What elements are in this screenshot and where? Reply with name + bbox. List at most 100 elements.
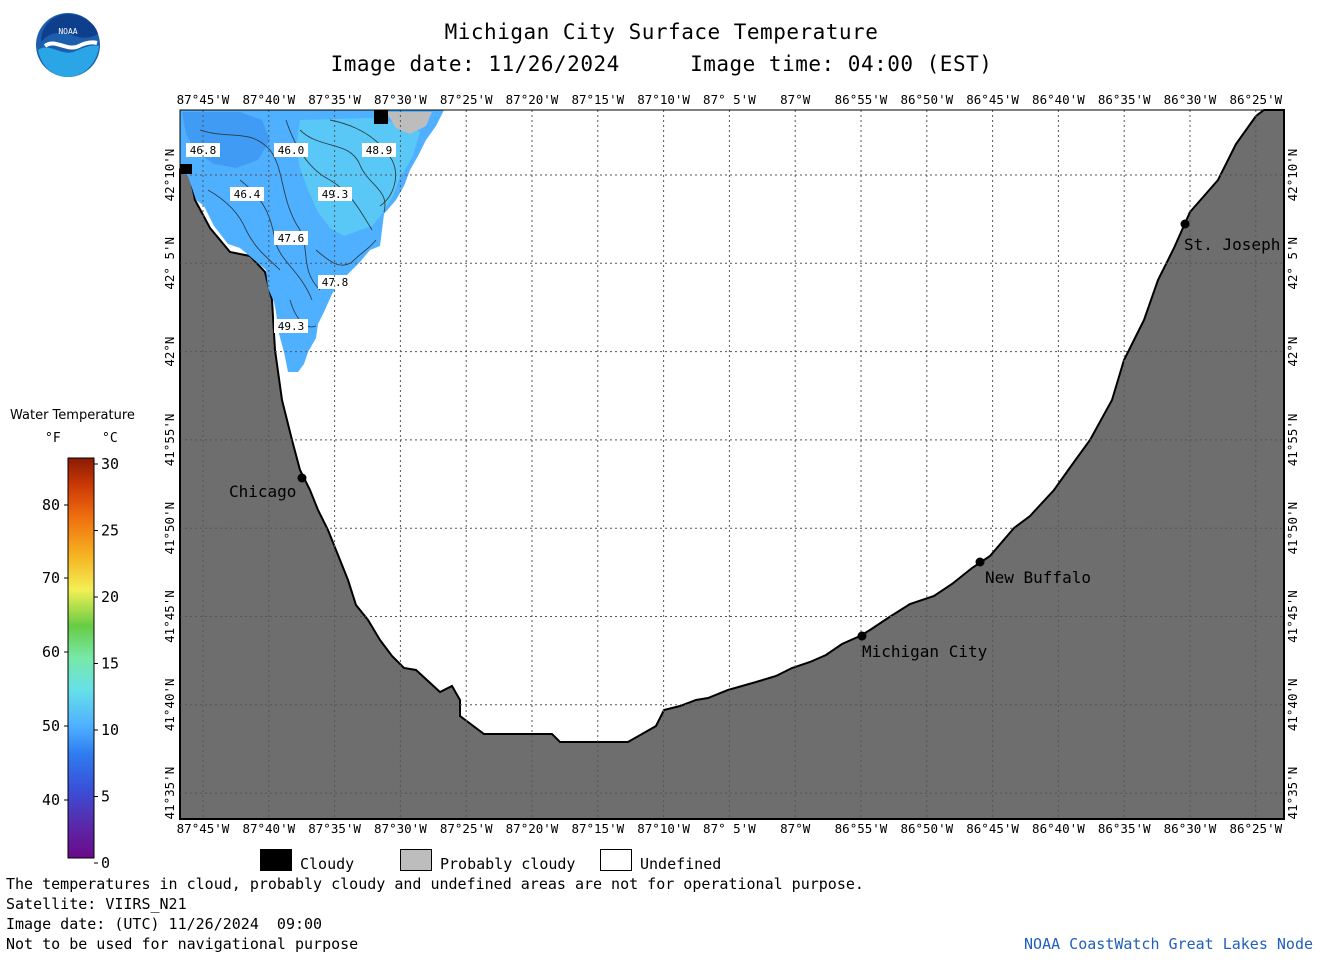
- legend-undefined-label: Undefined: [640, 855, 722, 873]
- longitude-label: 86°30'W: [1164, 92, 1217, 107]
- colorbar-c-tick: 5: [101, 788, 110, 806]
- map-frame: [179, 109, 1285, 820]
- image-date: Image date: 11/26/2024: [330, 52, 620, 76]
- latitude-label: 41°40'N: [1285, 678, 1300, 731]
- longitude-label: 86°45'W: [966, 821, 1019, 836]
- city-label-new-buffalo: New Buffalo: [985, 568, 1091, 587]
- legend-probably-cloudy-label: Probably cloudy: [440, 855, 576, 873]
- footer-utc-date: Image date: (UTC) 11/26/2024 09:00: [6, 915, 323, 933]
- legend-cloudy-label: Cloudy: [300, 855, 355, 873]
- latitude-label: 42°N: [162, 337, 177, 367]
- longitude-label: 87°25'W: [440, 821, 493, 836]
- longitude-label: 87°35'W: [308, 92, 361, 107]
- logo-text: NOAA: [58, 27, 77, 36]
- latitude-label: 41°45'N: [1285, 590, 1300, 643]
- longitude-label: 87°W: [780, 92, 811, 107]
- longitude-label: 86°50'W: [900, 92, 953, 107]
- latitude-label: 41°50'N: [1285, 502, 1300, 555]
- longitude-label: 87°40'W: [242, 821, 295, 836]
- longitude-label: 87°35'W: [308, 821, 361, 836]
- longitude-label: 87°45'W: [177, 821, 230, 836]
- contour-label: 46.4: [234, 188, 261, 201]
- longitude-label: 87°45'W: [177, 92, 230, 107]
- contour-label: 47.8: [322, 276, 349, 289]
- latitude-label: 41°45'N: [162, 590, 177, 643]
- legend-cloudy-swatch: [260, 849, 292, 871]
- city-label-chicago: Chicago: [229, 482, 296, 501]
- longitude-label: 87°20'W: [506, 821, 559, 836]
- contour-label: 47.6: [278, 232, 305, 245]
- contour-label: 48.9: [366, 144, 393, 157]
- colorbar-c-tick: 15: [101, 655, 119, 673]
- graticule: [180, 110, 1284, 819]
- unit-fahrenheit: °F: [45, 431, 61, 446]
- legend-probably-cloudy-swatch: [400, 849, 432, 871]
- colorbar-f-tick: 80: [42, 496, 60, 514]
- colorbar-c-tick: 20: [101, 588, 119, 606]
- longitude-label: 87°15'W: [571, 821, 624, 836]
- longitude-label: 87°40'W: [242, 92, 295, 107]
- longitude-label: 86°55'W: [835, 821, 888, 836]
- longitude-label: 87°30'W: [374, 821, 427, 836]
- map-title: Michigan City Surface Temperature: [444, 20, 879, 44]
- longitude-label: 87°30'W: [374, 92, 427, 107]
- footer-satellite: Satellite: VIIRS_N21: [6, 895, 187, 913]
- noaa-logo: NOAA: [36, 13, 100, 77]
- longitude-label: 86°35'W: [1098, 92, 1151, 107]
- latitude-label: 42° 5'N: [1285, 237, 1300, 290]
- image-datetime: Image date: 11/26/2024 Image time: 04:00…: [0, 52, 1323, 76]
- longitude-label: 87°W: [780, 821, 811, 836]
- latitude-label: 41°55'N: [1285, 414, 1300, 467]
- latitude-label: 41°50'N: [162, 502, 177, 555]
- legend-undefined-swatch: [600, 849, 632, 871]
- longitude-label: 87°10'W: [637, 821, 690, 836]
- longitude-label: 86°50'W: [900, 821, 953, 836]
- latitude-label: 41°40'N: [162, 678, 177, 731]
- new-buffalo-marker: [975, 557, 985, 567]
- longitude-label: 87°15'W: [571, 92, 624, 107]
- latitude-label: 41°35'N: [162, 767, 177, 820]
- longitude-label: 86°25'W: [1229, 92, 1282, 107]
- longitude-label: 87°10'W: [637, 92, 690, 107]
- latitude-label: 42°N: [1285, 337, 1300, 367]
- contour-label: 49.3: [322, 188, 349, 201]
- colorbar-c-tick: 30: [101, 455, 119, 473]
- st-joseph-marker: [1180, 219, 1190, 229]
- unit-celsius: °C: [102, 431, 118, 446]
- footer-credit: NOAA CoastWatch Great Lakes Node: [1024, 935, 1313, 953]
- colorbar-f-tick: 50: [42, 717, 60, 735]
- colorbar-f-tick: 60: [42, 643, 60, 661]
- contour-label: 46.0: [278, 144, 305, 157]
- longitude-label: 87° 5'W: [703, 821, 756, 836]
- colorbar-c-tick: 0: [101, 854, 110, 870]
- michigan-city-marker: [857, 631, 867, 641]
- longitude-label: 86°55'W: [835, 92, 888, 107]
- footer-disclaimer: The temperatures in cloud, probably clou…: [6, 875, 864, 893]
- colorbar-f-tick: 70: [42, 569, 60, 587]
- chicago-marker: [297, 473, 307, 483]
- longitude-label: 86°25'W: [1229, 821, 1282, 836]
- longitude-label: 86°45'W: [966, 92, 1019, 107]
- latitude-label: 41°35'N: [1285, 767, 1300, 820]
- longitude-label: 87°25'W: [440, 92, 493, 107]
- latitude-label: 42° 5'N: [162, 237, 177, 290]
- longitude-label: 86°40'W: [1032, 92, 1085, 107]
- colorbar-f-tick: 40: [42, 791, 60, 809]
- latitude-label: 41°55'N: [162, 414, 177, 467]
- longitude-label: 86°35'W: [1098, 821, 1151, 836]
- city-label-michigan-city: Michigan City: [862, 642, 988, 661]
- latitude-label: 42°10'N: [1285, 149, 1300, 202]
- colorbar-c-tick: 25: [101, 522, 119, 540]
- city-label-st-joseph: St. Joseph: [1184, 235, 1280, 254]
- longitude-label: 86°40'W: [1032, 821, 1085, 836]
- contour-label: 49.3: [278, 320, 305, 333]
- colorbar-title: Water Temperature: [10, 408, 135, 423]
- longitude-label: 87°20'W: [506, 92, 559, 107]
- longitude-label: 87° 5'W: [703, 92, 756, 107]
- latitude-label: 42°10'N: [162, 149, 177, 202]
- image-time: Image time: 04:00 (EST): [690, 52, 993, 76]
- longitude-label: 86°30'W: [1164, 821, 1217, 836]
- colorbar-c-tick: 10: [101, 721, 119, 739]
